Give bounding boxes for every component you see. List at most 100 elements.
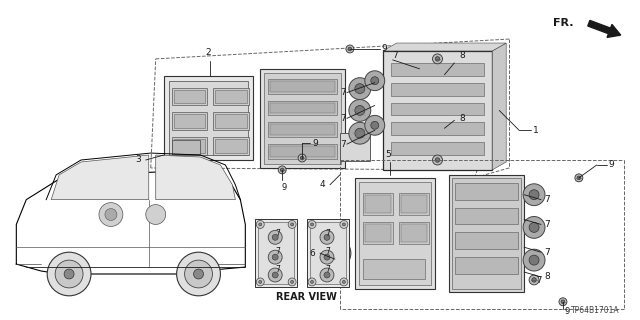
Circle shape [324,234,330,240]
Bar [259,222,294,284]
Bar [383,51,492,170]
Text: 9: 9 [312,139,318,148]
Bar [456,208,518,224]
Text: 6: 6 [309,249,315,258]
Text: 7: 7 [544,220,550,229]
Circle shape [346,45,354,53]
Bar [270,124,335,135]
Circle shape [320,230,334,244]
Bar [401,195,426,212]
Circle shape [268,250,282,264]
Circle shape [529,255,539,265]
Circle shape [256,220,264,228]
Circle shape [523,217,545,238]
Circle shape [319,237,351,269]
Circle shape [310,223,314,226]
Circle shape [342,280,346,284]
Circle shape [577,176,580,180]
Polygon shape [51,155,148,200]
Circle shape [272,272,278,278]
Circle shape [146,204,166,224]
Polygon shape [383,43,506,51]
Bar [172,88,207,106]
Text: 7: 7 [393,52,399,60]
Bar [216,139,247,153]
Text: 7: 7 [340,88,346,97]
Text: 8: 8 [460,52,465,60]
Text: TP64B1701A: TP64B1701A [571,306,620,315]
Text: 7: 7 [275,247,280,256]
Bar [216,114,247,128]
Circle shape [256,278,264,286]
Bar [363,259,424,279]
Bar [268,79,337,93]
Circle shape [324,272,330,278]
Circle shape [371,77,379,85]
Circle shape [561,300,564,304]
Circle shape [435,57,440,61]
Circle shape [310,280,314,284]
Circle shape [268,268,282,282]
Text: 9: 9 [381,44,387,53]
Circle shape [371,121,379,129]
Text: 4: 4 [319,180,325,189]
Circle shape [259,223,262,226]
Bar [268,100,337,116]
Text: 7: 7 [537,276,542,285]
Bar [172,112,207,130]
Circle shape [328,246,342,260]
Bar [172,140,200,154]
Circle shape [523,249,545,271]
Circle shape [349,122,371,144]
Bar [365,224,390,242]
Circle shape [433,54,442,64]
Circle shape [300,156,304,160]
Circle shape [340,220,348,228]
Circle shape [320,250,334,264]
Circle shape [55,260,83,288]
Text: FR.: FR. [554,18,574,28]
FancyArrow shape [588,20,621,37]
Polygon shape [492,43,506,170]
Bar [260,69,345,168]
Bar [173,114,205,128]
Circle shape [184,260,212,288]
Circle shape [298,154,306,162]
Bar [270,102,335,113]
Bar [214,112,250,130]
Bar [307,220,349,287]
Bar [164,76,253,160]
Text: 3: 3 [135,156,141,164]
Bar [390,63,484,76]
Circle shape [340,278,348,286]
Circle shape [523,184,545,206]
Bar [456,232,518,249]
Text: REAR VIEW: REAR VIEW [276,292,337,302]
Text: 9: 9 [282,183,287,192]
Circle shape [47,252,91,296]
Text: 5: 5 [385,150,390,159]
Circle shape [278,166,286,174]
Bar [365,195,390,212]
Bar [169,81,248,155]
Text: 1: 1 [533,126,539,135]
Bar [456,257,518,274]
Circle shape [268,230,282,244]
Bar [214,137,250,155]
Bar [390,142,484,155]
Bar [399,222,429,244]
Bar [172,137,207,155]
Circle shape [193,269,204,279]
Circle shape [433,155,442,165]
Circle shape [177,252,220,296]
Bar [399,193,429,214]
Text: 7: 7 [275,229,280,238]
Bar [270,146,335,157]
Bar [390,122,484,135]
Circle shape [280,168,284,172]
Text: 2: 2 [205,48,211,57]
Circle shape [308,278,316,286]
Bar [390,83,484,96]
Circle shape [342,223,346,226]
Bar [216,90,247,103]
